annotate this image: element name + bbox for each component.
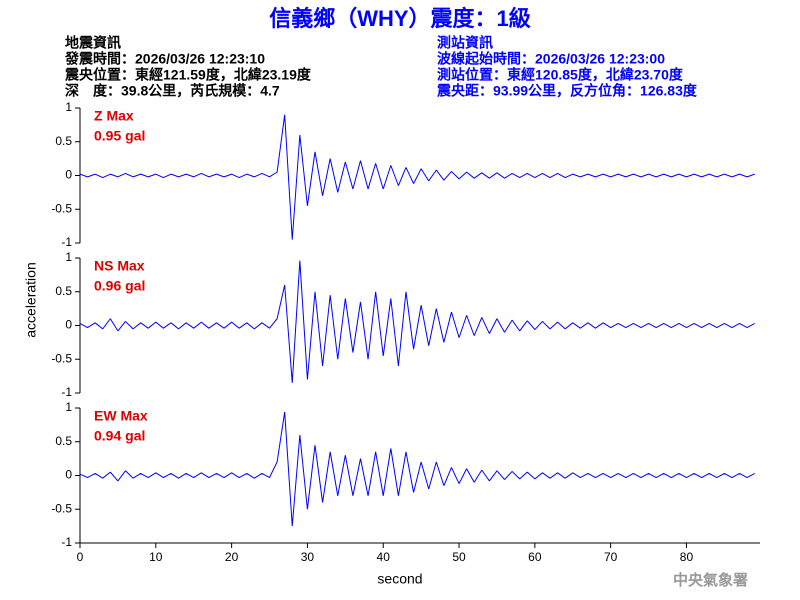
max-value: 0.95 gal: [94, 128, 145, 144]
component-name: EW Max: [94, 408, 148, 424]
chart-title: 信義鄉（WHY）震度：1級: [269, 6, 531, 31]
station-info: 發震時間：2026/03/26 12:23:10: [64, 51, 265, 67]
station-info: 深 度：39.8公里，芮氏規模：4.7: [65, 83, 280, 99]
max-value: 0.96 gal: [94, 278, 145, 294]
station-info: 地震資訊: [65, 35, 121, 51]
waveform: [79, 260, 755, 383]
station-info: 波線起始時間：2026/03/26 12:23:00: [437, 51, 665, 67]
x-tick-label: 20: [225, 550, 239, 564]
component-name: Z Max: [94, 108, 134, 124]
y-tick-label: 0.5: [55, 134, 72, 148]
y-tick-label: -0.5: [51, 501, 72, 515]
x-tick-label: 80: [680, 550, 694, 564]
y-tick-label: -1: [61, 535, 72, 549]
y-tick-label: -0.5: [51, 351, 72, 365]
y-tick-label: -1: [61, 235, 72, 249]
station-info: 震央距：93.99公里，反方位角：126.83度: [436, 83, 698, 99]
max-value: 0.94 gal: [94, 428, 145, 444]
y-tick-label: 1: [65, 100, 72, 114]
station-info: 測站資訊: [437, 35, 493, 51]
watermark: 中央氣象署: [673, 571, 748, 589]
x-tick-label: 30: [301, 550, 315, 564]
x-tick-label: 40: [377, 550, 391, 564]
x-tick-label: 0: [77, 550, 84, 564]
waveform: [79, 411, 755, 527]
y-tick-label: -1: [61, 385, 72, 399]
x-tick-label: 10: [149, 550, 163, 564]
y-tick-label: 1: [65, 250, 72, 264]
waveform: [79, 114, 755, 240]
y-tick-label: -0.5: [51, 201, 72, 215]
y-tick-label: 1: [65, 400, 72, 414]
x-tick-label: 70: [604, 550, 618, 564]
x-axis-label: second: [377, 571, 422, 587]
component-name: NS Max: [94, 258, 145, 274]
x-tick-label: 50: [452, 550, 466, 564]
station-info: 震央位置：東經121.59度，北緯23.19度: [64, 67, 312, 83]
y-tick-label: 0.5: [55, 434, 72, 448]
y-axis-label: acceleration: [23, 262, 39, 338]
y-tick-label: 0.5: [55, 284, 72, 298]
y-tick-label: 0: [65, 468, 72, 482]
y-tick-label: 0: [65, 318, 72, 332]
y-tick-label: 0: [65, 168, 72, 182]
station-info: 測站位置：東經120.85度，北緯23.70度: [437, 67, 684, 83]
x-tick-label: 60: [528, 550, 542, 564]
